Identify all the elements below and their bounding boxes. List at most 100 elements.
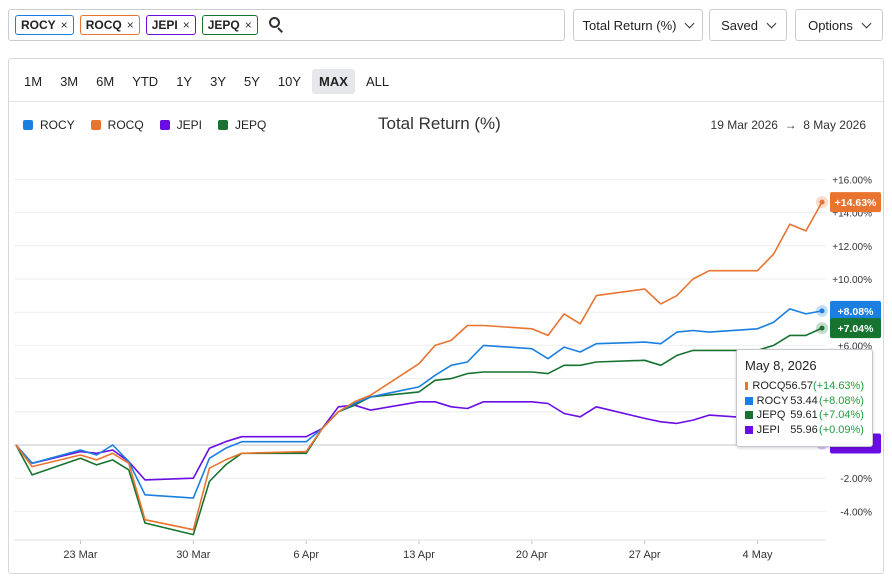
- tooltip-change: (+0.09%): [819, 423, 864, 436]
- series-line-rocq: [15, 201, 823, 531]
- x-tick-label: 23 Mar: [63, 549, 98, 561]
- tooltip-symbol: JEPI: [756, 423, 780, 436]
- ticker-chip-label: JEPI: [151, 18, 178, 32]
- badge-background: [830, 318, 881, 339]
- chart-panel: 1M 3M 6M YTD 1Y 3Y 5Y 10Y MAX ALL: [8, 58, 884, 574]
- x-tick-label: 6 Apr: [293, 549, 319, 561]
- ticker-chip-rocq[interactable]: ROCQ ×: [79, 15, 140, 35]
- options-dropdown[interactable]: Options: [795, 9, 883, 41]
- series-endpoint: [819, 199, 825, 205]
- tooltip-symbol: ROCQ: [752, 380, 786, 392]
- options-dropdown-label: Options: [808, 17, 853, 33]
- series-endpoint: [819, 325, 825, 331]
- date-range-end: 8 May 2026: [803, 118, 866, 132]
- range-3m[interactable]: 3M: [60, 74, 79, 89]
- legend-label: ROCQ: [107, 118, 144, 132]
- range-1m[interactable]: 1M: [24, 74, 43, 89]
- metric-dropdown-label: Total Return (%): [582, 17, 677, 33]
- tooltip-change: (+8.08%): [819, 394, 864, 407]
- last-value-badge-jepq: +7.04%: [830, 318, 881, 339]
- series-line-jepq: [15, 327, 823, 536]
- tooltip-price: 59.61: [790, 409, 818, 421]
- last-value-badge-rocq: +14.63%: [830, 192, 881, 213]
- range-ytd[interactable]: YTD: [132, 74, 159, 89]
- tooltip-change: (+7.04%): [819, 409, 864, 421]
- legend-item-rocq[interactable]: ROCQ: [90, 118, 144, 132]
- range-6m[interactable]: 6M: [96, 74, 115, 89]
- tooltip-date: May 8, 2026: [745, 358, 817, 373]
- x-tick-label: 30 Mar: [176, 549, 211, 561]
- x-tick-label: 20 Apr: [516, 549, 548, 561]
- ticker-chip-label: ROCQ: [85, 18, 122, 32]
- tooltip-symbol: ROCY: [756, 394, 789, 407]
- y-tick-label: +6.00%: [838, 341, 872, 352]
- metric-dropdown[interactable]: Total Return (%): [573, 9, 703, 41]
- arrow-right-icon: →: [784, 118, 797, 132]
- chart-title: Total Return (%): [378, 114, 501, 133]
- tooltip-row: ROCQ 56.57 (+14.63%): [745, 379, 864, 394]
- y-tick-label: +10.00%: [832, 275, 872, 286]
- remove-ticker-icon[interactable]: ×: [244, 18, 252, 32]
- tooltip-swatch: [745, 411, 753, 420]
- search-icon[interactable]: [268, 17, 284, 33]
- saved-dropdown-label: Saved: [721, 17, 758, 33]
- y-tick-label: -4.00%: [840, 507, 872, 518]
- badge-label: +14.63%: [835, 197, 877, 209]
- hover-tooltip: May 8, 2026 ROCQ 56.57 (+14.63%) ROCY 53…: [736, 349, 873, 447]
- range-10y[interactable]: 10Y: [277, 74, 302, 89]
- legend-label: JEPI: [176, 118, 203, 132]
- chart-legend: ROCY ROCQ JEPI JEPQ: [23, 118, 266, 132]
- tooltip-swatch: [745, 396, 753, 405]
- range-5y[interactable]: 5Y: [244, 74, 260, 89]
- series-endpoint: [819, 308, 825, 314]
- badge-background: [830, 192, 881, 213]
- divider: [9, 101, 883, 102]
- series-line-rocy: [15, 308, 823, 499]
- y-tick-label: +12.00%: [832, 242, 872, 253]
- remove-ticker-icon[interactable]: ×: [182, 18, 190, 32]
- legend-item-rocy[interactable]: ROCY: [23, 118, 75, 132]
- tooltip-row: ROCY 53.44 (+8.08%): [745, 394, 864, 409]
- badge-label: +7.04%: [838, 323, 875, 335]
- ticker-chip-jepq[interactable]: JEPQ ×: [201, 15, 258, 35]
- time-range-selector: 1M 3M 6M YTD 1Y 3Y 5Y 10Y MAX ALL: [17, 69, 396, 94]
- badge-background: [830, 300, 881, 321]
- tooltip-price: 53.44: [790, 394, 818, 407]
- badge-label: +8.08%: [838, 306, 875, 318]
- tooltip-row: JEPQ 59.61 (+7.04%): [745, 408, 864, 423]
- remove-ticker-icon[interactable]: ×: [60, 18, 68, 32]
- y-tick-label: +14.00%: [832, 209, 872, 220]
- range-3y[interactable]: 3Y: [210, 74, 226, 89]
- x-tick-label: 13 Apr: [403, 549, 435, 561]
- legend-label: JEPQ: [235, 118, 267, 132]
- y-tick-label: +16.00%: [832, 175, 872, 186]
- legend-label: ROCY: [40, 118, 75, 132]
- ticker-chip-label: JEPQ: [207, 18, 240, 32]
- tooltip-change: (+14.63%): [812, 380, 864, 392]
- saved-dropdown[interactable]: Saved: [709, 9, 787, 41]
- tooltip-swatch: [745, 382, 749, 391]
- tooltip-symbol: JEPQ: [756, 409, 786, 421]
- legend-item-jepq[interactable]: JEPQ: [218, 118, 266, 132]
- series-line-jepi: [15, 400, 823, 481]
- legend-item-jepi[interactable]: JEPI: [159, 118, 203, 132]
- last-value-badge-rocy: +8.08%: [830, 300, 881, 321]
- ticker-chip-jepi[interactable]: JEPI ×: [145, 15, 196, 35]
- ticker-search-bar[interactable]: ROCY × ROCQ × JEPI × JEPQ ×: [8, 9, 565, 41]
- tooltip-row: JEPI 55.96 (+0.09%): [745, 423, 864, 438]
- x-tick-label: 4 May: [743, 549, 773, 561]
- ticker-chip-label: ROCY: [21, 18, 56, 32]
- tooltip-swatch: [745, 425, 753, 434]
- tooltip-price: 56.57: [785, 380, 813, 392]
- range-all[interactable]: ALL: [365, 74, 390, 89]
- date-range-start: 19 Mar 2026: [710, 118, 778, 132]
- y-tick-label: -2.00%: [840, 474, 872, 485]
- range-max[interactable]: MAX: [312, 69, 355, 94]
- date-range[interactable]: 19 Mar 2026 → 8 May 2026: [711, 118, 866, 132]
- x-tick-label: 27 Apr: [629, 549, 661, 561]
- remove-ticker-icon[interactable]: ×: [126, 18, 134, 32]
- ticker-chip-rocy[interactable]: ROCY ×: [15, 15, 74, 35]
- range-1y[interactable]: 1Y: [176, 74, 193, 89]
- tooltip-price: 55.96: [790, 423, 818, 436]
